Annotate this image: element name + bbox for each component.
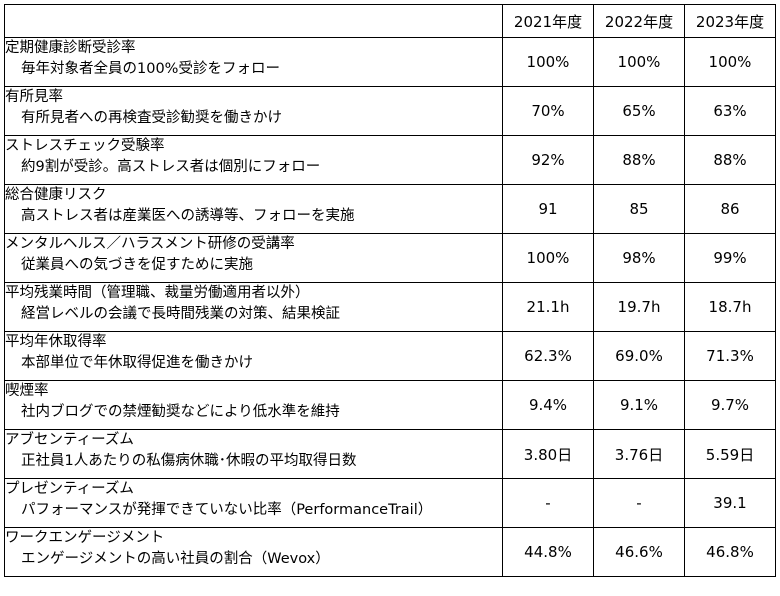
year-header-2023: 2023年度	[684, 4, 776, 38]
metric-value-2021: 9.4%	[502, 380, 594, 430]
metric-value-2022: 69.0%	[593, 331, 685, 381]
metric-name: アブセンティーズム	[5, 432, 134, 448]
metric-label-cell: 平均残業時間（管理職、裁量労働適用者以外） 経営レベルの会議で長時間残業の対策、結…	[4, 282, 503, 332]
metric-value-2021: 70%	[502, 86, 594, 136]
metric-value-2022: 46.6%	[593, 527, 685, 577]
header-row: 2021年度 2022年度 2023年度	[4, 4, 776, 38]
metric-value-2022: -	[593, 478, 685, 528]
metric-value-2023: 5.59日	[684, 429, 776, 479]
metric-label-cell: 有所見率有所見者への再検査受診勧奨を働きかけ	[4, 86, 503, 136]
health-metrics-table: 2021年度 2022年度 2023年度 定期健康診断受診率毎年対象者全員の10…	[4, 4, 776, 577]
metric-value-2022: 88%	[593, 135, 685, 185]
metric-value-2022: 9.1%	[593, 380, 685, 430]
table-row-health-risk: 総合健康リスク 高ストレス者は産業医への誘導等、フォローを実施 91 85 86	[4, 184, 776, 234]
table-row-work-engagement: ワークエンゲージメント エンゲージメントの高い社員の割合（Wevox） 44.8% 4…	[4, 527, 776, 577]
table-body: 定期健康診断受診率 毎年対象者全員の100%受診をフォロー 100% 100% 100%…	[4, 37, 776, 577]
metric-note: 高ストレス者は産業医への誘導等、フォローを実施	[21, 208, 355, 224]
metric-label-cell: メンタルヘルス／ハラスメント研修の受講率従業員への気づきを促すために実施	[4, 233, 503, 283]
table-row-absenteeism: アブセンティーズム 正社員1人あたりの私傷病休職･休暇の平均取得日数 3.80日 3.…	[4, 429, 776, 479]
metric-value-2023: 46.8%	[684, 527, 776, 577]
metric-note: 有所見者への再検査受診勧奨を働きかけ	[21, 110, 282, 126]
year-header-2021: 2021年度	[502, 4, 594, 38]
metric-label-cell: ストレスチェック受験率約9割が受診。高ストレス者は個別にフォロー	[4, 135, 503, 185]
year-header-2022: 2022年度	[593, 4, 685, 38]
metric-label-cell: 総合健康リスク高ストレス者は産業医への誘導等、フォローを実施	[4, 184, 503, 234]
table-row-checkup-rate: 定期健康診断受診率 毎年対象者全員の100%受診をフォロー 100% 100% 100%	[4, 37, 776, 87]
metric-value-2021: 100%	[502, 233, 594, 283]
metric-value-2021: 100%	[502, 37, 594, 87]
metric-name: 平均年休取得率	[5, 334, 107, 350]
metric-value-2023: 88%	[684, 135, 776, 185]
metric-note: 社内ブログでの禁煙勧奨などにより低水準を維持	[21, 404, 340, 420]
metric-value-2023: 63%	[684, 86, 776, 136]
table-row-training-rate: メンタルヘルス／ハラスメント研修の受講率 従業員への気づきを促すために実施 100%…	[4, 233, 776, 283]
metric-value-2023: 99%	[684, 233, 776, 283]
metric-value-2023: 18.7h	[684, 282, 776, 332]
metric-name: 有所見率	[5, 89, 64, 105]
metric-value-2022: 98%	[593, 233, 685, 283]
metric-value-2021: -	[502, 478, 594, 528]
metric-name: 定期健康診断受診率	[5, 40, 136, 56]
metric-value-2022: 3.76日	[593, 429, 685, 479]
metric-note: エンゲージメントの高い社員の割合（Wevox）	[21, 551, 330, 567]
metric-note: 約9割が受診。高ストレス者は個別にフォロー	[21, 159, 321, 175]
metric-value-2023: 39.1	[684, 478, 776, 528]
metric-label-cell: ワークエンゲージメントエンゲージメントの高い社員の割合（Wevox）	[4, 527, 503, 577]
metric-label-cell: プレゼンティーズムパフォーマンスが発揮できていない比率（PerformanceT…	[4, 478, 503, 528]
metric-value-2022: 85	[593, 184, 685, 234]
table-row-smoking-rate: 喫煙率 社内ブログでの禁煙勧奨などにより低水準を維持 9.4% 9.1% 9.7%	[4, 380, 776, 430]
table-row-finding-rate: 有所見率 有所見者への再検査受診勧奨を働きかけ 70% 65% 63%	[4, 86, 776, 136]
metric-value-2023: 100%	[684, 37, 776, 87]
metric-name: 平均残業時間（管理職、裁量労働適用者以外）	[5, 285, 310, 301]
metric-label-cell: 定期健康診断受診率毎年対象者全員の100%受診をフォロー	[4, 37, 503, 87]
metric-value-2023: 71.3%	[684, 331, 776, 381]
metric-value-2021: 3.80日	[502, 429, 594, 479]
table-row-presenteeism: プレゼンティーズムパフォーマンスが発揮できていない比率（PerformanceT…	[4, 478, 776, 528]
metric-name: ワークエンゲージメント	[5, 530, 165, 546]
metric-value-2022: 100%	[593, 37, 685, 87]
metric-label-cell: 平均年休取得率本部単位で年休取得促進を働きかけ	[4, 331, 503, 381]
metric-value-2021: 62.3%	[502, 331, 594, 381]
metric-note: 従業員への気づきを促すために実施	[21, 257, 253, 273]
metric-name: 総合健康リスク	[5, 187, 107, 203]
metric-value-2022: 65%	[593, 86, 685, 136]
metric-name: メンタルヘルス／ハラスメント研修の受講率	[5, 236, 295, 252]
metric-name: 喫煙率	[5, 383, 49, 399]
metric-value-2023: 86	[684, 184, 776, 234]
metric-label-cell: アブセンティーズム正社員1人あたりの私傷病休職･休暇の平均取得日数	[4, 429, 503, 479]
metric-note: パフォーマンスが発揮できていない比率（PerformanceTrail）	[21, 502, 433, 518]
metric-value-2022: 19.7h	[593, 282, 685, 332]
metric-note: 正社員1人あたりの私傷病休職･休暇の平均取得日数	[21, 453, 357, 469]
metric-value-2021: 21.1h	[502, 282, 594, 332]
metric-value-2023: 9.7%	[684, 380, 776, 430]
table-row-overtime: 平均残業時間（管理職、裁量労働適用者以外） 経営レベルの会議で長時間残業の対策、結…	[4, 282, 776, 332]
metric-name: プレゼンティーズム	[5, 481, 134, 497]
table-row-leave-rate: 平均年休取得率 本部単位で年休取得促進を働きかけ 62.3% 69.0% 71.3%	[4, 331, 776, 381]
metric-label-cell: 喫煙率社内ブログでの禁煙勧奨などにより低水準を維持	[4, 380, 503, 430]
metric-note: 毎年対象者全員の100%受診をフォロー	[21, 61, 280, 77]
header-blank-cell	[4, 4, 503, 38]
metric-note: 本部単位で年休取得促進を働きかけ	[21, 355, 253, 371]
table-row-stress-check-rate: ストレスチェック受験率 約9割が受診。高ストレス者は個別にフォロー 92% 88% 88…	[4, 135, 776, 185]
metric-value-2021: 92%	[502, 135, 594, 185]
metric-name: ストレスチェック受験率	[5, 138, 165, 154]
metric-note: 経営レベルの会議で長時間残業の対策、結果検証	[21, 306, 340, 322]
metric-value-2021: 91	[502, 184, 594, 234]
metric-value-2021: 44.8%	[502, 527, 594, 577]
